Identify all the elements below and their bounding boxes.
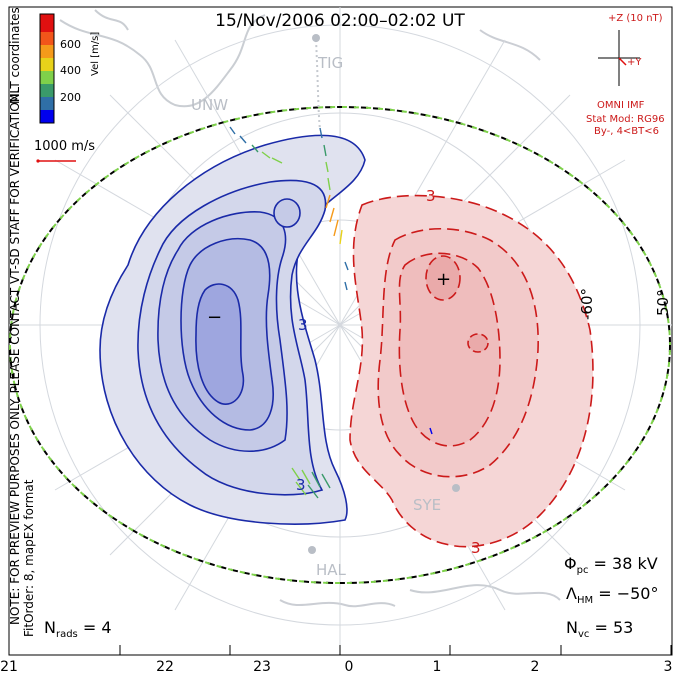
contour-label: 3 xyxy=(426,187,436,205)
contour-label: 3 xyxy=(471,539,481,557)
imf-source: OMNI IMF xyxy=(597,100,645,111)
colorbar-tick: 600 xyxy=(60,38,81,51)
positive-pole-marker: + xyxy=(436,269,451,290)
station-label-unw: UNW xyxy=(191,96,228,114)
contour-label: 3 xyxy=(296,476,306,494)
colorbar-tick: 200 xyxy=(60,91,81,104)
velocity-vectors xyxy=(229,126,433,499)
stat-model-params: By-, 4<BT<6 xyxy=(594,126,659,137)
coastlines xyxy=(59,9,561,608)
velocity-colorbar xyxy=(39,13,55,124)
mlt-axis-ticks xyxy=(8,645,672,655)
mlt-tick-label: 2 xyxy=(531,659,540,674)
mlt-tick-label: 22 xyxy=(156,659,174,674)
positive-cell xyxy=(349,194,594,548)
cross-polar-potential: Φpc = 38 kV xyxy=(564,554,658,576)
imf-bz-label: +Z (10 nT) xyxy=(608,13,663,24)
lat-label-60: -60° xyxy=(578,288,596,320)
imf-by-label: +Y xyxy=(627,57,642,68)
mlt-tick-label: 0 xyxy=(345,659,354,674)
station-markers xyxy=(308,34,460,554)
station-label-sye: SYE xyxy=(413,496,441,514)
mlt-tick-label: 21 xyxy=(0,659,18,674)
radar-count: Nrads = 4 xyxy=(44,618,112,640)
preview-note: NOTE: FOR PREVIEW PURPOSES ONLY. PLEASE … xyxy=(8,89,22,625)
vector-count: Nvc = 53 xyxy=(566,618,633,640)
contour-label: 3 xyxy=(298,316,308,334)
colorbar-tick: 400 xyxy=(60,64,81,77)
station-label-tig: TIG xyxy=(317,54,343,72)
negative-pole-marker: − xyxy=(207,307,222,328)
lat-label-50: 50° xyxy=(654,289,672,316)
hm-latitude: ΛHM = −50° xyxy=(566,584,658,606)
colorbar-label: Vel [m/s] xyxy=(90,32,101,76)
reference-vector-label: 1000 m/s xyxy=(34,139,95,154)
stat-model: Stat Mod: RG96 xyxy=(586,114,665,125)
station-label-hal: HAL xyxy=(316,561,347,579)
coordinate-system-label: MLT coordinates xyxy=(8,7,22,104)
mlt-tick-label: 1 xyxy=(433,659,442,674)
station-paths xyxy=(315,39,321,131)
mlt-tick-label: 3 xyxy=(664,659,673,674)
hm-boundary-green xyxy=(9,106,671,584)
mlt-tick-label: 23 xyxy=(253,659,271,674)
negative-cell xyxy=(99,134,366,525)
imf-vector xyxy=(618,57,627,66)
map-title: 15/Nov/2006 02:00–02:02 UT xyxy=(215,11,465,31)
fit-order-note: FitOrder: 8, mapEX format xyxy=(22,479,36,637)
